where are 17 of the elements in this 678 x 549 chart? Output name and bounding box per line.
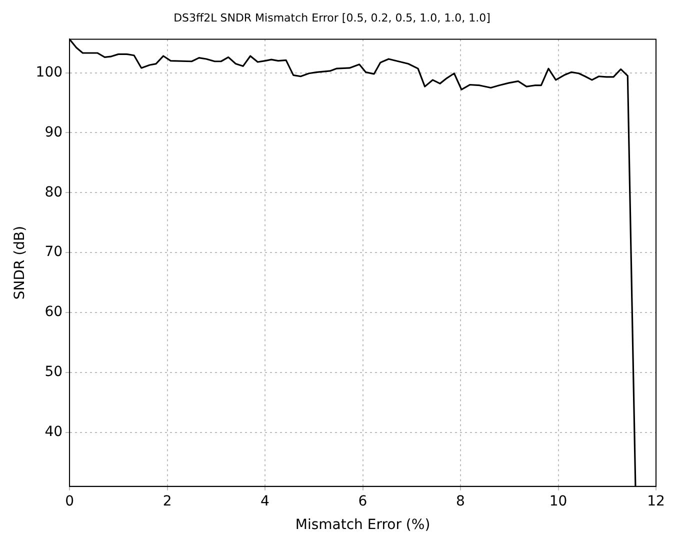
chart-title: DS3ff2L SNDR Mismatch Error [0.5, 0.2, 0.5, 1.0, 1.0, 1.0] [174, 11, 490, 24]
x-tick-label: 0 [65, 493, 74, 510]
y-axis-title: SNDR (dB) [12, 226, 28, 300]
x-tick-label: 12 [647, 493, 665, 510]
y-tick-label: 50 [44, 364, 63, 380]
y-tick-label: 80 [44, 184, 63, 200]
y-tick-label: 40 [44, 424, 63, 440]
y-tick-label: 60 [44, 304, 63, 320]
y-tick-label: 90 [44, 124, 63, 140]
x-tick-label: 2 [162, 493, 172, 510]
x-tick-label: 8 [456, 493, 465, 510]
y-tick-label: 100 [36, 64, 63, 80]
x-tick-label: 6 [358, 493, 368, 510]
x-tick-label: 10 [549, 493, 568, 510]
x-tick-label: 4 [260, 493, 270, 510]
y-tick-label: 70 [44, 244, 63, 260]
x-axis-title: Mismatch Error (%) [295, 517, 430, 534]
